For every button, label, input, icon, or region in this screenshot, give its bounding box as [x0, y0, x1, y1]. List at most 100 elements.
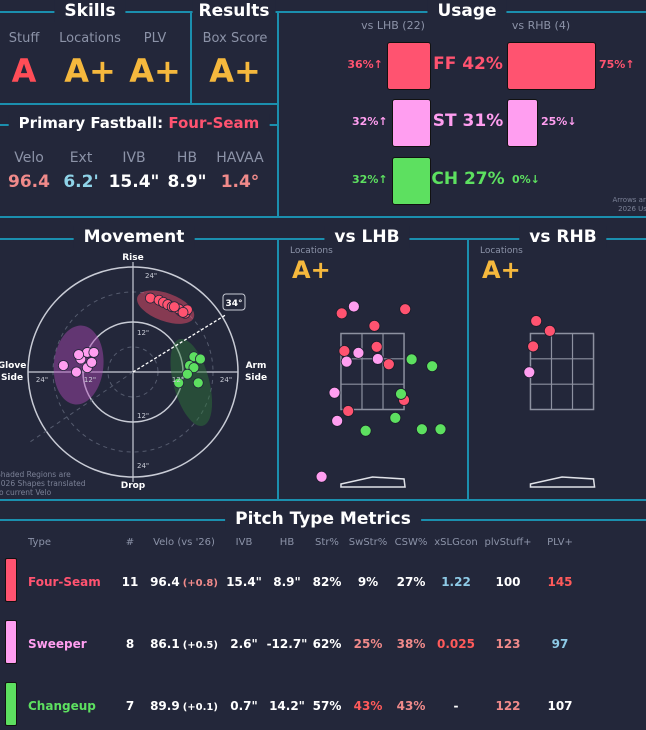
- movement-region-sweeper: [53, 325, 104, 405]
- usage-bar-lhb: [391, 99, 431, 147]
- csw-cell: 27%: [396, 575, 426, 589]
- table-header: HB: [279, 537, 295, 548]
- locations-grade: A+: [64, 52, 116, 90]
- csw-cell: 43%: [396, 699, 426, 713]
- str-cell: 62%: [312, 637, 342, 651]
- velo-label: Velo: [14, 150, 44, 166]
- movement-note-line: Shaded Regions are: [0, 470, 71, 479]
- box-score-label: Box Score: [202, 31, 268, 46]
- divider: [0, 499, 646, 501]
- lhb-locations-label: Locations: [290, 246, 333, 256]
- arm-angle-label: 34°: [225, 299, 242, 309]
- velo-value: 96.4: [8, 172, 50, 192]
- plv-grade: A+: [129, 52, 181, 90]
- stuff-grade: A: [11, 52, 37, 90]
- velo-value: 96.4: [150, 575, 180, 589]
- ivb-cell: 0.7": [230, 699, 258, 713]
- movement-point-sweeper: [88, 347, 100, 358]
- movement-point-sweeper: [58, 360, 69, 371]
- rhb-locations-grade: A+: [482, 256, 521, 284]
- pitch-count: 8: [125, 637, 135, 651]
- xslg-cell: -: [453, 699, 459, 713]
- vs-lhb-title: vs LHB: [324, 226, 410, 248]
- usage-rhb-pct: 25%↓: [541, 115, 577, 128]
- location-point-four_seam: [399, 303, 412, 316]
- str-cell: 82%: [312, 575, 342, 589]
- stuff-cell: 122: [495, 699, 521, 713]
- hb-cell: -12.7": [266, 637, 308, 651]
- location-point-four_seam: [368, 320, 381, 332]
- movement-point-sweeper: [73, 349, 85, 360]
- pitch-type-name: Sweeper: [28, 637, 87, 651]
- location-point-four_seam: [370, 340, 383, 353]
- divider: [0, 238, 646, 240]
- location-point-sweeper: [347, 300, 360, 313]
- usage-lhb-pct: 32%↑: [352, 173, 388, 186]
- location-point-sweeper: [371, 353, 384, 365]
- location-point-sweeper: [315, 470, 328, 483]
- location-plot-lhb: [315, 300, 447, 488]
- divider: [467, 238, 469, 500]
- movement-point-four_seam: [168, 301, 180, 313]
- location-point-sweeper: [331, 414, 344, 427]
- home-plate: [529, 476, 596, 488]
- location-point-sweeper: [352, 346, 365, 359]
- velo-cell: 96.4 (+0.8): [150, 575, 218, 589]
- location-point-sweeper: [340, 355, 353, 368]
- velo-cell: 89.9 (+0.1): [150, 699, 218, 713]
- table-header: Str%: [315, 537, 339, 548]
- location-point-four_seam: [527, 340, 540, 353]
- movement-point-sweeper: [86, 357, 98, 368]
- usage-rhb-pct: 0%↓: [512, 173, 540, 186]
- hb-cell: 14.2": [269, 699, 305, 713]
- movement-point-changeup: [192, 377, 204, 389]
- str-cell: 57%: [312, 699, 342, 713]
- strike-zone: [340, 332, 405, 411]
- ring-label: 12": [84, 376, 96, 384]
- metrics-title: Pitch Type Metrics: [225, 508, 421, 530]
- hb-value: 8.9": [167, 172, 207, 192]
- rhb-locations-label: Locations: [480, 246, 523, 256]
- movement-point-four_seam: [177, 307, 189, 318]
- table-header: SwStr%: [348, 537, 388, 548]
- location-point-changeup: [415, 423, 428, 436]
- table-header: xSLGcon: [434, 537, 478, 548]
- table-header: plvStuff+: [484, 537, 532, 548]
- vs-rhb-title: vs RHB: [519, 226, 607, 248]
- divider: [190, 11, 192, 104]
- location-point-four_seam: [335, 307, 348, 320]
- location-point-four_seam: [338, 345, 351, 357]
- ivb-cell: 2.6": [230, 637, 258, 651]
- location-point-sweeper: [328, 386, 341, 399]
- ring-label: 12": [137, 329, 149, 337]
- pitch-count: 7: [125, 699, 135, 713]
- location-point-changeup: [395, 388, 407, 400]
- location-plot-rhb: [523, 315, 596, 488]
- plv-label: PLV: [143, 31, 167, 46]
- movement-point-changeup: [195, 353, 206, 365]
- movement-point-changeup: [181, 368, 193, 380]
- movement-note: Shaded Regions are 2026 Shapes translate…: [0, 470, 86, 497]
- ivb-label: IVB: [122, 150, 146, 166]
- havaa-value: 1.4°: [220, 172, 260, 192]
- location-point-four_seam: [530, 315, 543, 327]
- movement-point-sweeper: [71, 366, 82, 378]
- ring-label: 24": [137, 462, 149, 470]
- location-point-four_seam: [382, 358, 395, 371]
- velo-value: 86.1: [150, 637, 180, 651]
- velo-diff: (+0.8): [182, 578, 218, 589]
- ring-label: 12": [137, 412, 149, 420]
- usage-lhb-pct: 36%↑: [347, 58, 383, 71]
- arm-side-label: Arm: [246, 361, 267, 371]
- pitch-type-name: Changeup: [28, 699, 96, 713]
- usage-pitch-total: CH 27%: [431, 169, 505, 189]
- usage-bar-lhb: [386, 42, 431, 90]
- location-point-four_seam: [543, 324, 556, 337]
- usage-note: Arrows are vs 2026 Usage: [600, 196, 646, 214]
- table-header: IVB: [235, 537, 253, 548]
- plv-cell: 107: [547, 699, 573, 713]
- location-point-changeup: [389, 411, 402, 424]
- ivb-value: 15.4": [108, 172, 160, 192]
- swstr-cell: 25%: [353, 637, 383, 651]
- csw-cell: 38%: [396, 637, 426, 651]
